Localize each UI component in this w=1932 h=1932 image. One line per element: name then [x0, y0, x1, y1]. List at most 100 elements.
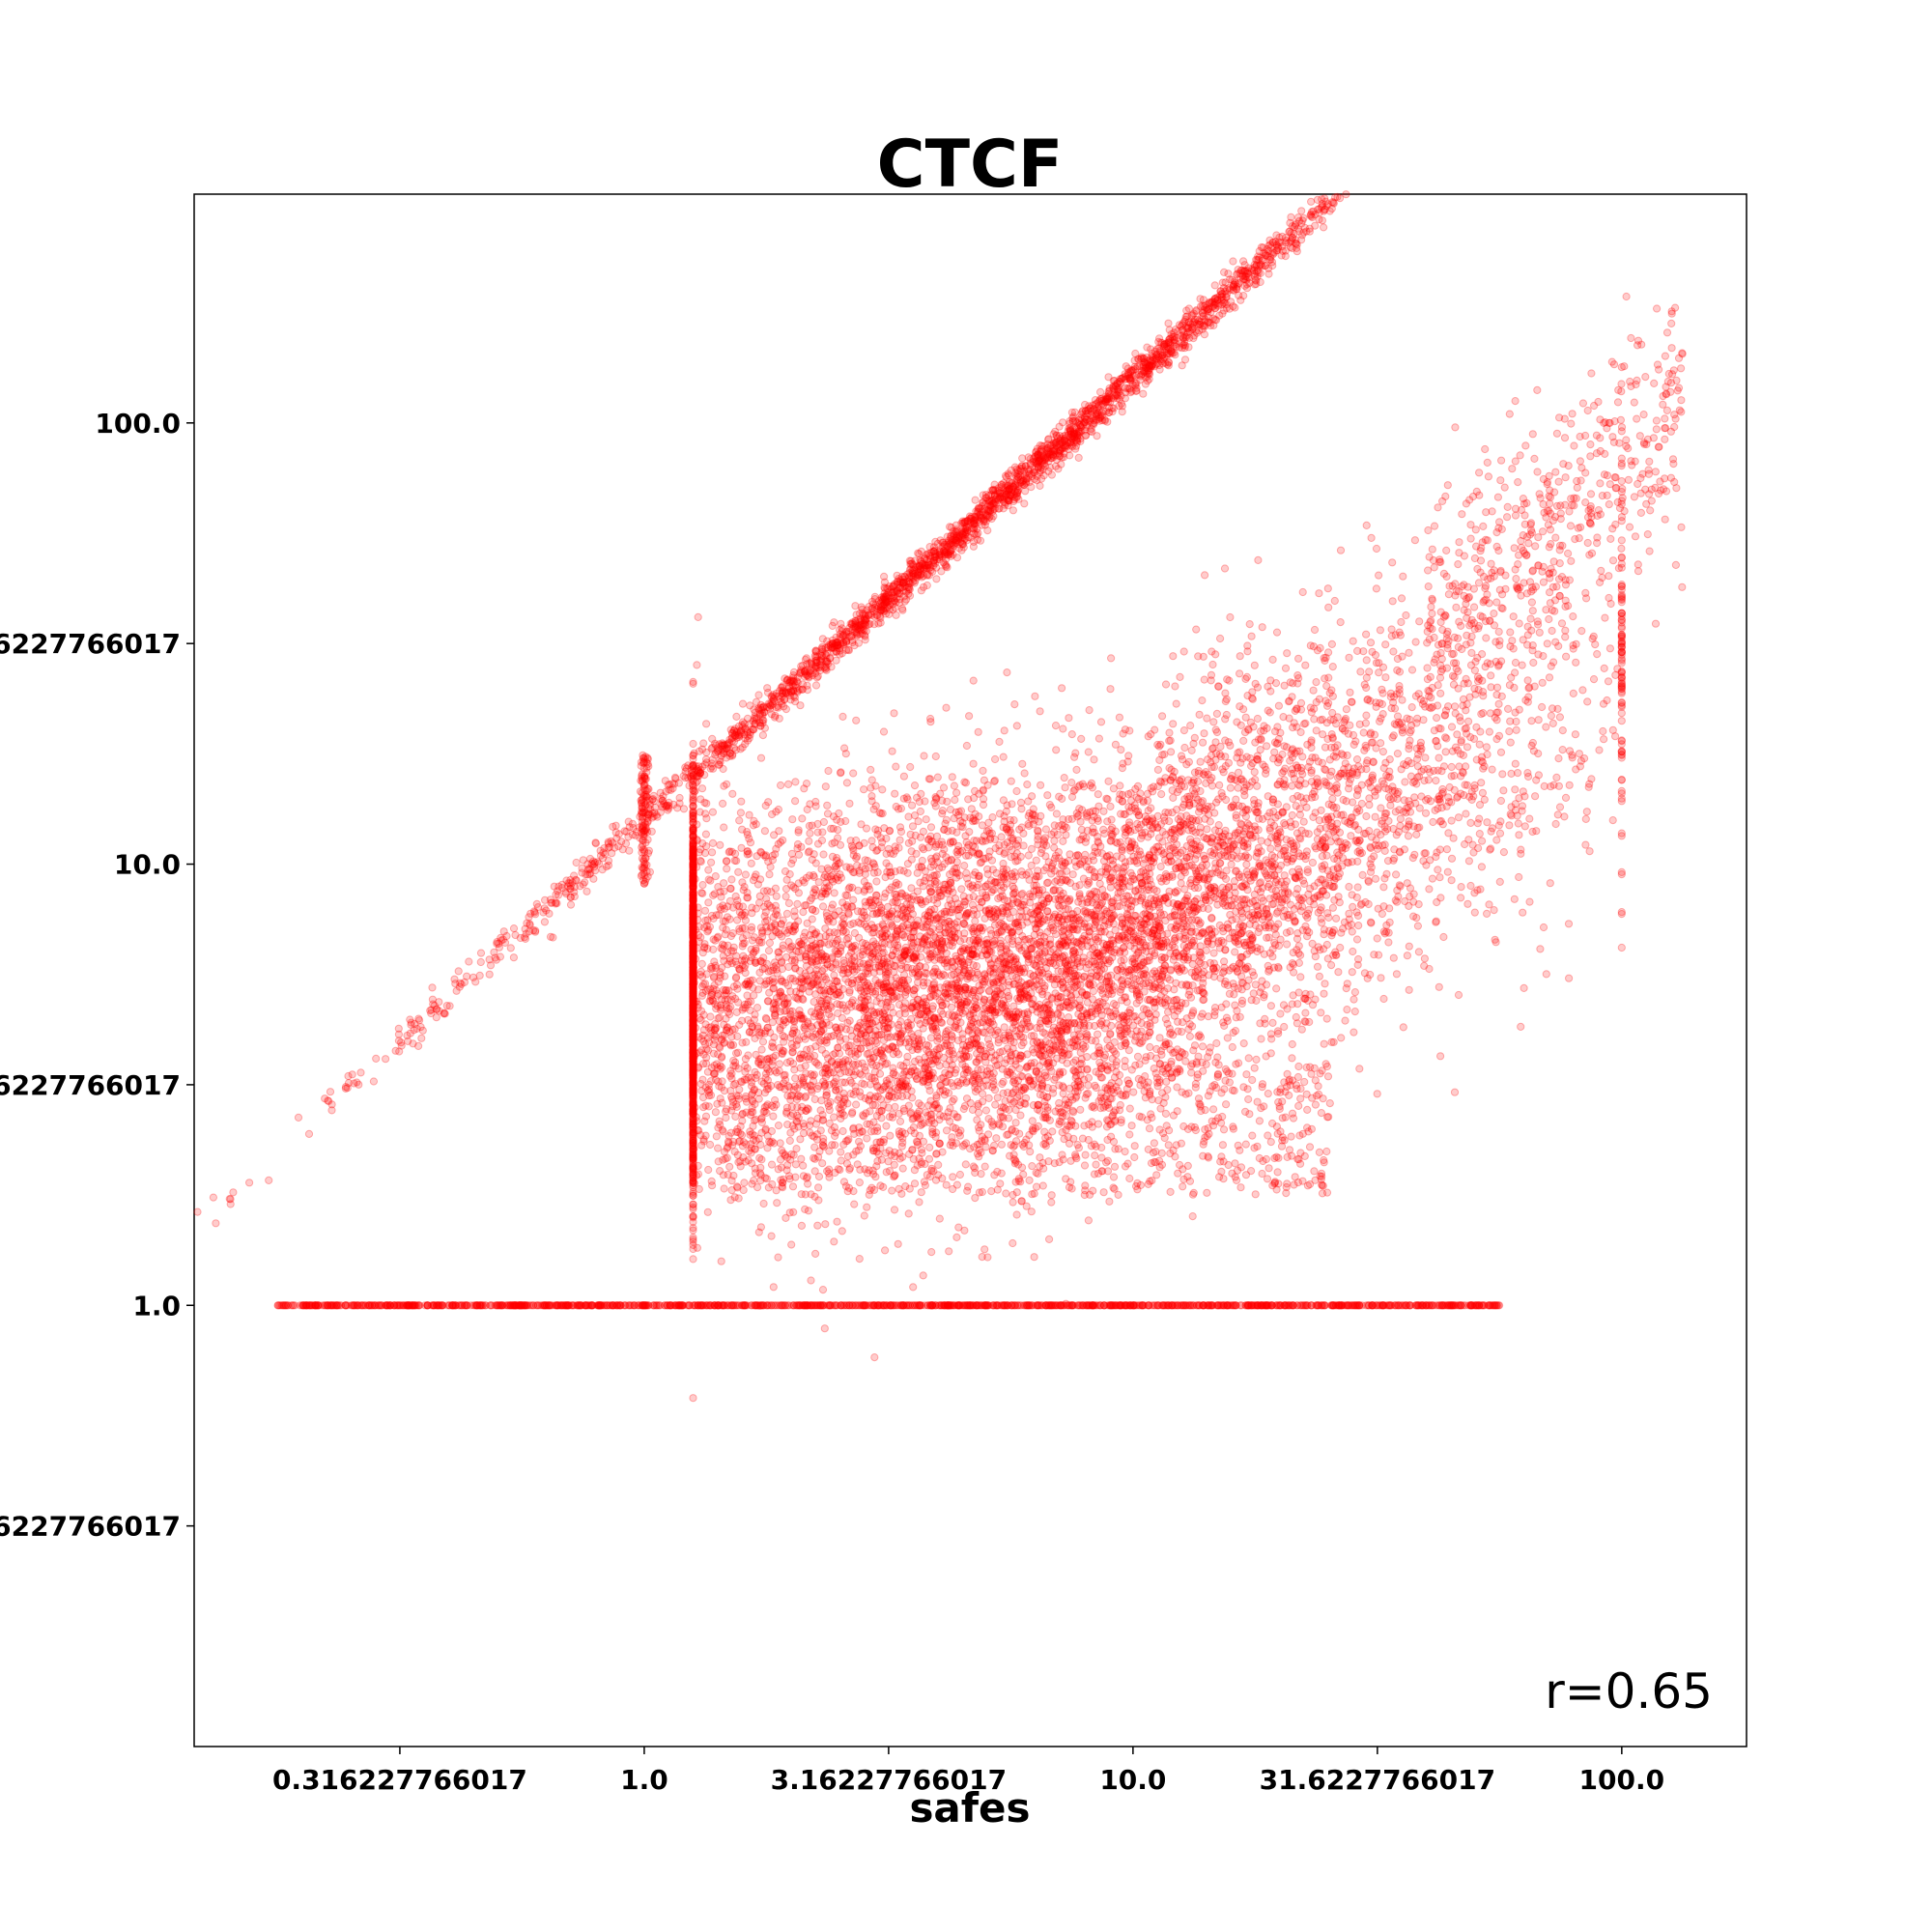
scatter-point [1018, 759, 1027, 768]
scatter-point [689, 876, 697, 885]
scatter-point [991, 844, 1000, 853]
scatter-point [1348, 968, 1356, 977]
scatter-point [741, 870, 751, 879]
scatter-point [1405, 648, 1413, 657]
scatter-point [1309, 686, 1318, 695]
scatter-point [746, 838, 755, 847]
scatter-point [1301, 1009, 1310, 1017]
scatter-point [1225, 989, 1235, 998]
scatter-point [1027, 908, 1036, 918]
scatter-point [899, 772, 909, 781]
scatter-point [779, 941, 787, 950]
scatter-point [933, 1057, 942, 1066]
scatter-point [1398, 652, 1406, 661]
scatter-point [1266, 844, 1275, 853]
scatter-point [1151, 912, 1159, 921]
scatter-point [740, 1179, 749, 1187]
scatter-point [805, 987, 813, 996]
scatter-point [810, 979, 818, 987]
scatter-point [1392, 721, 1401, 729]
scatter-point [1192, 625, 1201, 634]
scatter-point [1424, 582, 1433, 591]
scatter-point [1294, 958, 1304, 968]
scatter-point [1273, 1027, 1283, 1036]
scatter-point [689, 948, 697, 956]
scatter-point [945, 1247, 953, 1256]
scatter-point [1297, 1025, 1306, 1034]
scatter-point [1047, 1198, 1056, 1207]
scatter-point [931, 752, 940, 761]
scatter-point [969, 1162, 978, 1171]
scatter-point [1499, 848, 1509, 857]
scatter-point [865, 1037, 873, 1047]
scatter-point [955, 1009, 964, 1017]
scatter-point [1382, 869, 1391, 878]
scatter-point [703, 1208, 712, 1216]
scatter-point [1218, 1141, 1228, 1150]
scatter-point [1578, 686, 1587, 695]
scatter-point [1059, 837, 1067, 846]
scatter-point [906, 762, 915, 772]
scatter-point [1358, 870, 1367, 880]
scatter-point [878, 785, 887, 794]
scatter-point [707, 858, 716, 867]
scatter-point [925, 1057, 934, 1065]
scatter-point [981, 1106, 991, 1115]
scatter-point [1323, 584, 1332, 593]
scatter-point [1335, 898, 1344, 907]
scatter-point [1355, 849, 1365, 858]
scatter-point [907, 1014, 916, 1024]
scatter-point [1103, 1100, 1112, 1109]
scatter-point [1601, 613, 1609, 622]
scatter-point [899, 794, 908, 803]
scatter-point [1577, 756, 1586, 765]
scatter-point [1194, 652, 1203, 661]
scatter-point [1241, 964, 1250, 973]
scatter-point [1457, 883, 1465, 892]
scatter-point [828, 939, 838, 948]
scatter-point [698, 881, 707, 890]
scatter-point [1405, 942, 1413, 951]
scatter-point [1506, 738, 1515, 747]
scatter-point [909, 1283, 918, 1292]
scatter-point [968, 990, 977, 999]
scatter-point [689, 881, 697, 890]
scatter-point [1230, 990, 1238, 999]
scatter-point [1171, 936, 1179, 946]
scatter-point [1372, 584, 1381, 593]
scatter-point [1095, 1058, 1104, 1067]
scatter-point [1410, 536, 1420, 545]
scatter-point [1028, 792, 1037, 801]
scatter-point [1436, 894, 1445, 902]
scatter-point [1236, 721, 1245, 730]
scatter-point [1187, 746, 1196, 755]
scatter-point [1166, 1187, 1175, 1197]
scatter-point [908, 801, 917, 810]
scatter-point [1311, 952, 1320, 961]
scatter-point [1202, 1060, 1210, 1068]
scatter-point [942, 1126, 952, 1135]
scatter-point [798, 814, 807, 823]
scatter-point [1384, 938, 1393, 947]
scatter-point [1512, 717, 1520, 726]
scatter-point [689, 1394, 697, 1403]
scatter-point [952, 1233, 961, 1242]
scatter-point [776, 1008, 784, 1016]
scatter-point [872, 1038, 881, 1047]
scatter-point [1122, 892, 1131, 900]
scatter-point [1320, 989, 1328, 998]
scatter-point [1012, 1210, 1021, 1219]
scatter-point [956, 1126, 965, 1135]
scatter-point [1131, 886, 1140, 895]
scatter-point [1241, 713, 1250, 722]
scatter-point [781, 885, 791, 894]
scatter-point [1350, 988, 1360, 997]
scatter-point [1242, 860, 1251, 869]
scatter-point [1060, 774, 1068, 782]
scatter-point [1571, 730, 1580, 739]
scatter-point [1577, 627, 1586, 636]
scatter-point [1355, 1065, 1364, 1073]
scatter-point [1445, 782, 1454, 792]
scatter-point [1283, 649, 1292, 658]
